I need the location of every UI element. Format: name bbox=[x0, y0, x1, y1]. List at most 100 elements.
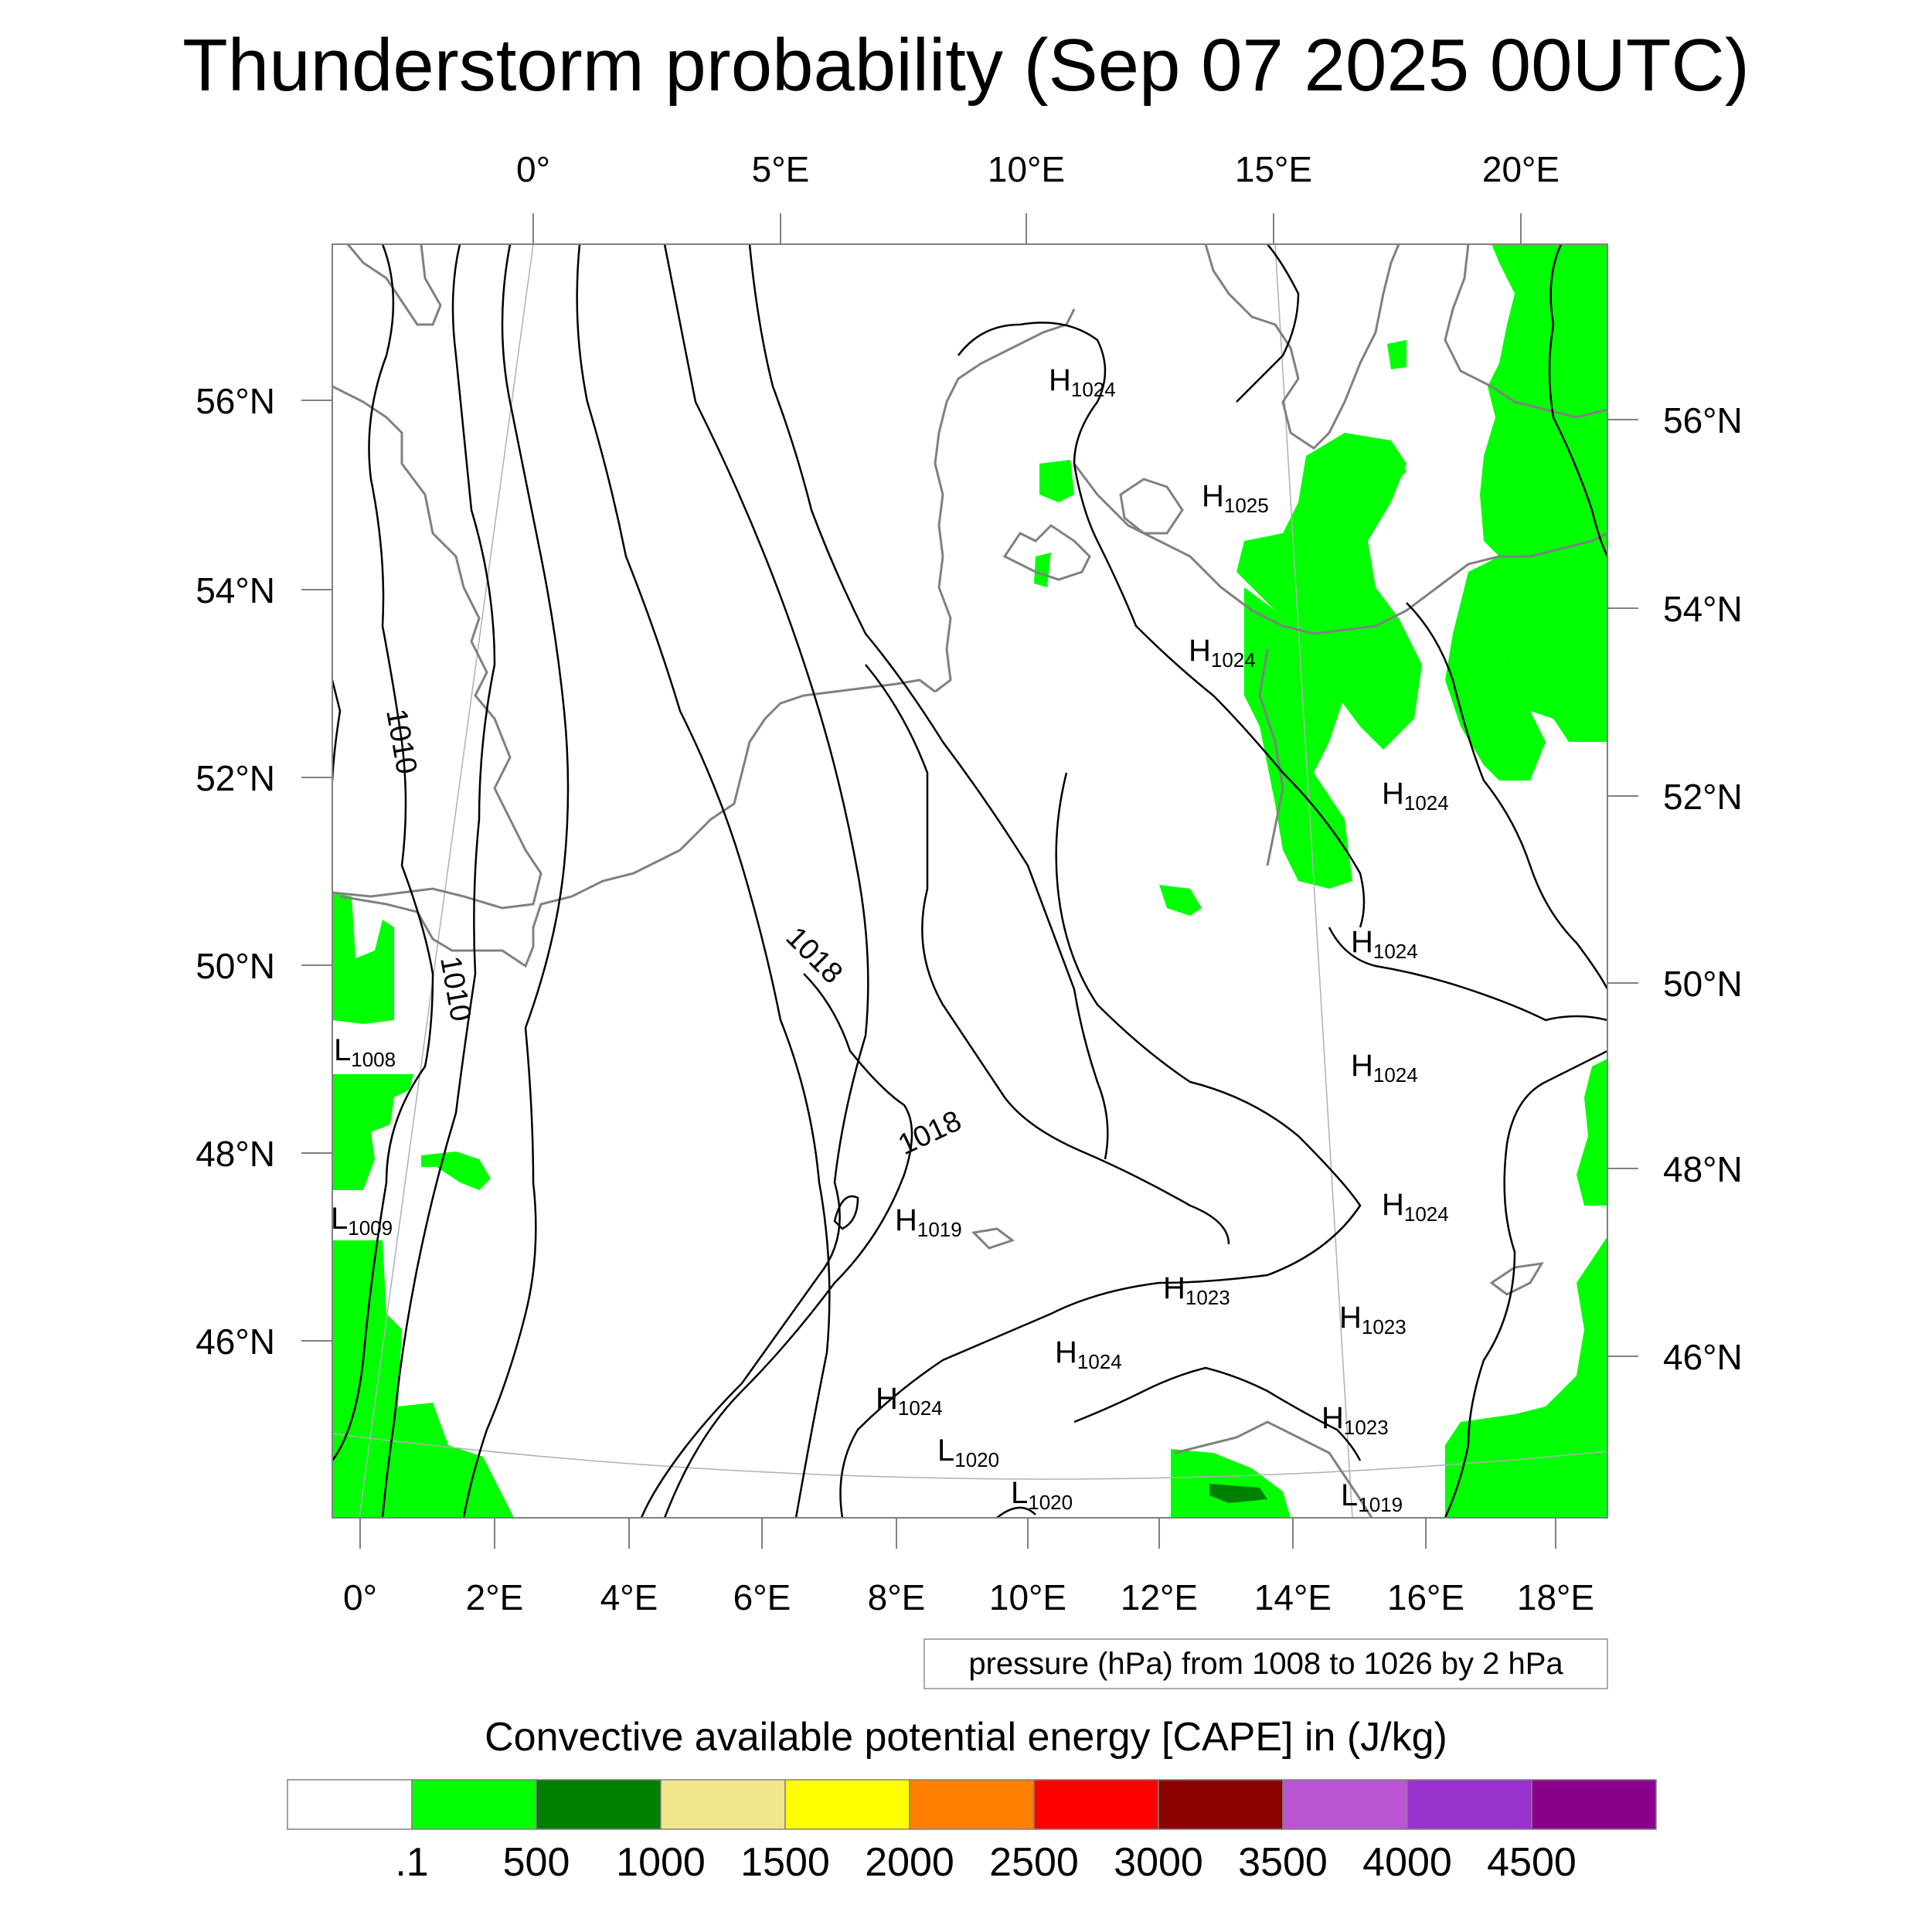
pressure-center: L1008 bbox=[334, 1033, 396, 1071]
pressure-center: H1024 bbox=[1049, 363, 1116, 401]
cape-region-west-2 bbox=[332, 1074, 413, 1190]
contour-label-1010-a: 1010 bbox=[379, 706, 423, 777]
pressure-center: H1023 bbox=[1321, 1401, 1389, 1439]
lake-balaton bbox=[1489, 1262, 1544, 1296]
coast-baltic-east bbox=[1444, 244, 1607, 419]
bottom-lon-label: 0° bbox=[343, 1577, 377, 1617]
pressure-center: H1024 bbox=[1382, 777, 1449, 815]
border-germany-poland bbox=[1258, 648, 1284, 866]
cape-region-small-ne bbox=[1387, 340, 1406, 369]
coast-france-north bbox=[339, 849, 681, 968]
bottom-lon-label: 18°E bbox=[1517, 1577, 1594, 1617]
left-lat-label: 48°N bbox=[196, 1134, 275, 1174]
cape-region-east-1 bbox=[1577, 1059, 1607, 1206]
contour-label-1018-a: 1018 bbox=[780, 921, 849, 990]
coast-baltic-south bbox=[1073, 463, 1607, 635]
pressure-center: H1024 bbox=[876, 1382, 943, 1420]
cape-dark-region bbox=[1209, 1484, 1267, 1503]
isobar-13 bbox=[1406, 602, 1607, 990]
colorbar-label: 3500 bbox=[1238, 1840, 1328, 1885]
right-lat-label: 46°N bbox=[1663, 1337, 1743, 1377]
map-area: 1010 1010 1018 1018 H1024 H1025 H1024 H1… bbox=[331, 244, 1607, 1518]
colorbar-swatch bbox=[1033, 1779, 1159, 1830]
colorbar-label: 2500 bbox=[989, 1840, 1079, 1885]
colorbar-swatch bbox=[287, 1779, 413, 1830]
isobar-10 bbox=[957, 321, 1366, 928]
colorbar-label: 500 bbox=[503, 1840, 570, 1885]
colorbar-swatch bbox=[536, 1779, 662, 1830]
bottom-lon-label: 14°E bbox=[1254, 1577, 1332, 1617]
cape-region-west-1 bbox=[332, 893, 394, 1024]
map-title: Thunderstorm probability (Sep 07 2025 00… bbox=[182, 24, 1750, 107]
pressure-center: H1024 bbox=[1351, 1049, 1418, 1087]
isobar-12 bbox=[1328, 927, 1607, 1022]
isobar-15 bbox=[1073, 1366, 1362, 1461]
isobar-4 bbox=[576, 244, 831, 1518]
right-lat-labels: 56°N 54°N 52°N 50°N 48°N 46°N bbox=[1663, 400, 1743, 1377]
lake-alps bbox=[971, 1227, 1015, 1250]
axis-ticks bbox=[301, 213, 1638, 1549]
isobar-14 bbox=[1444, 1049, 1607, 1518]
coast-islands-denmark bbox=[1002, 524, 1091, 581]
pressure-center: H1023 bbox=[1163, 1271, 1230, 1309]
cape-region-lithuania bbox=[1445, 556, 1546, 781]
pressure-center: H1023 bbox=[1339, 1301, 1406, 1338]
isobar-1 bbox=[332, 244, 434, 1461]
graticule bbox=[332, 244, 1607, 1518]
colorbar-swatch bbox=[784, 1779, 910, 1830]
coast-adriatic bbox=[1174, 1420, 1373, 1518]
colorbar-swatch bbox=[411, 1779, 537, 1830]
cape-region-east-2 bbox=[1445, 1236, 1607, 1518]
isobars bbox=[332, 244, 1607, 1518]
colorbar-swatch bbox=[909, 1779, 1035, 1830]
pressure-center: L1019 bbox=[1341, 1478, 1403, 1516]
pressure-center: H1024 bbox=[1055, 1335, 1122, 1373]
coast-low-countries bbox=[679, 679, 936, 852]
bottom-lon-label: 10°E bbox=[989, 1577, 1066, 1617]
top-lon-label: 0° bbox=[516, 149, 550, 189]
pressure-center: H1025 bbox=[1202, 479, 1269, 517]
top-lon-label: 5°E bbox=[752, 149, 810, 189]
cape-region-baltic-east bbox=[1480, 244, 1607, 742]
left-lat-label: 52°N bbox=[196, 758, 275, 798]
cape-region-adriatic bbox=[1171, 1449, 1291, 1518]
coast-britain bbox=[332, 385, 543, 910]
isobar-8 bbox=[865, 664, 1230, 1245]
bottom-lon-label: 8°E bbox=[868, 1577, 926, 1617]
bottom-lon-label: 6°E bbox=[733, 1577, 791, 1617]
coast-germany-denmark bbox=[934, 308, 1076, 693]
isobar-17 bbox=[833, 1195, 859, 1230]
right-lat-label: 48°N bbox=[1663, 1149, 1743, 1189]
colorbar-label: 4000 bbox=[1362, 1840, 1452, 1885]
cape-region-denmark-2 bbox=[1034, 553, 1051, 587]
cape-region-denmark bbox=[1039, 460, 1074, 502]
pressure-center: H1024 bbox=[1382, 1188, 1449, 1226]
pressure-center: H1024 bbox=[1351, 925, 1418, 963]
top-lon-labels: 0° 5°E 10°E 15°E 20°E bbox=[516, 149, 1560, 189]
pressure-center: L1009 bbox=[331, 1202, 393, 1240]
cape-region-poland bbox=[1236, 433, 1422, 750]
colorbar-title: Convective available potential energy [C… bbox=[485, 1715, 1447, 1760]
isobar-6 bbox=[748, 244, 1109, 1160]
left-lat-label: 56°N bbox=[196, 381, 275, 421]
isobar-3 bbox=[462, 244, 570, 1518]
coast-sweden bbox=[1204, 244, 1400, 450]
cape-fill-regions bbox=[332, 244, 1607, 1518]
contour-label-1018-b: 1018 bbox=[893, 1104, 966, 1162]
right-lat-label: 56°N bbox=[1663, 400, 1743, 440]
isobar-11 bbox=[1236, 244, 1300, 403]
pressure-center: H1019 bbox=[895, 1203, 962, 1241]
cape-region-southwest bbox=[332, 1240, 514, 1518]
pressure-center: L1020 bbox=[1011, 1476, 1073, 1514]
right-lat-label: 50°N bbox=[1663, 964, 1743, 1004]
colorbar-swatch bbox=[1158, 1779, 1284, 1830]
map-frame bbox=[332, 243, 1608, 1519]
isobar-18 bbox=[332, 679, 342, 781]
colorbar-label: 1500 bbox=[740, 1840, 830, 1885]
isobar-7 bbox=[663, 973, 913, 1518]
bottom-lon-label: 2°E bbox=[466, 1577, 524, 1617]
cape-region-west-3 bbox=[421, 1151, 491, 1190]
coast-islands-denmark-2 bbox=[1119, 478, 1184, 535]
colorbar: .1 500 1000 1500 2000 2500 3000 3500 4000 4500 bbox=[287, 1779, 1657, 1885]
